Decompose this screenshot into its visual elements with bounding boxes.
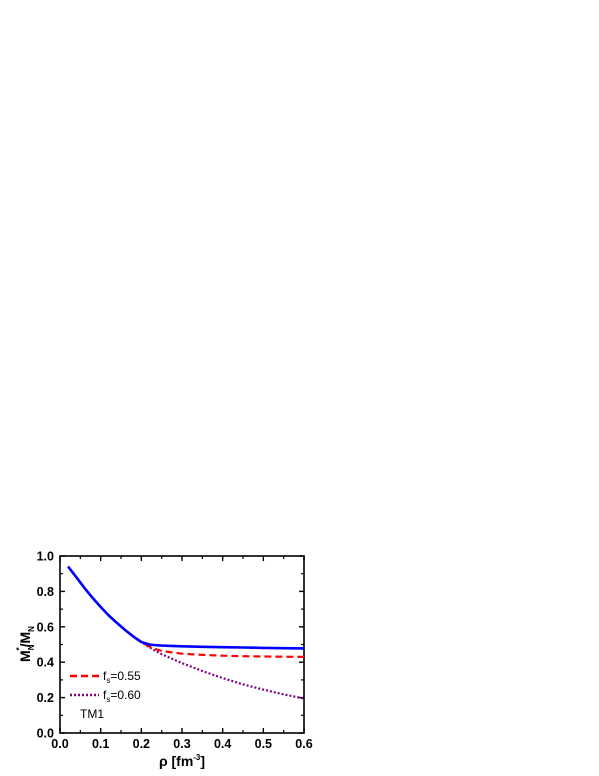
x-tick-label: 0.3 — [173, 737, 190, 751]
ticks-layer: 0.0 0.1 0.2 0.3 0.4 0.5 0.6 0.0 0.2 0.4 0.6 0.8 1.0 — [37, 550, 313, 752]
legend-label-tail: =0.55 — [110, 669, 141, 683]
y-tick-label: 0.6 — [37, 620, 54, 634]
y-axis-title-sub1: N — [27, 644, 36, 650]
y-tick-label: 0.4 — [37, 656, 54, 670]
x-axis-title: ρ [fm-3] — [159, 753, 205, 769]
y-tick-label: 0.0 — [37, 727, 54, 741]
y-axis-title-slash: /M — [17, 632, 33, 648]
x-axis-title-end: ] — [200, 753, 205, 769]
y-tick-label: 1.0 — [37, 550, 54, 564]
x-tick-label: 0.6 — [295, 737, 312, 751]
y-axis-title: MN*/MN — [15, 626, 36, 662]
x-tick-label: 0.0 — [51, 737, 68, 751]
legend-label-tail: =0.60 — [110, 688, 141, 702]
legend-label-sub: s — [106, 695, 110, 704]
x-tick-label: 0.1 — [92, 737, 109, 751]
legend-label: fs=0.55 — [103, 669, 141, 685]
y-tick-label: 0.2 — [37, 691, 54, 705]
x-tick-label: 0.5 — [255, 737, 272, 751]
x-axis-title-main: ρ [fm — [159, 753, 193, 769]
legend-label: TM1 — [80, 707, 104, 721]
legend-label-main: f — [103, 669, 107, 683]
legend-label-main: TM1 — [80, 707, 104, 721]
y-axis-title-sup: * — [15, 647, 24, 651]
series-line — [67, 565, 305, 650]
x-tick-label: 0.2 — [133, 737, 150, 751]
series-layer — [67, 565, 305, 700]
x-axis-title-sup: -3 — [193, 753, 201, 762]
y-axis-title-m: M — [17, 650, 33, 662]
legend-label-sub: s — [106, 676, 110, 685]
legend-label: fs=0.60 — [103, 688, 141, 704]
y-tick-label: 0.8 — [37, 585, 54, 599]
x-tick-label: 0.4 — [214, 737, 231, 751]
legend-label-main: f — [103, 688, 107, 702]
y-axis-title-sub2: N — [27, 626, 36, 632]
